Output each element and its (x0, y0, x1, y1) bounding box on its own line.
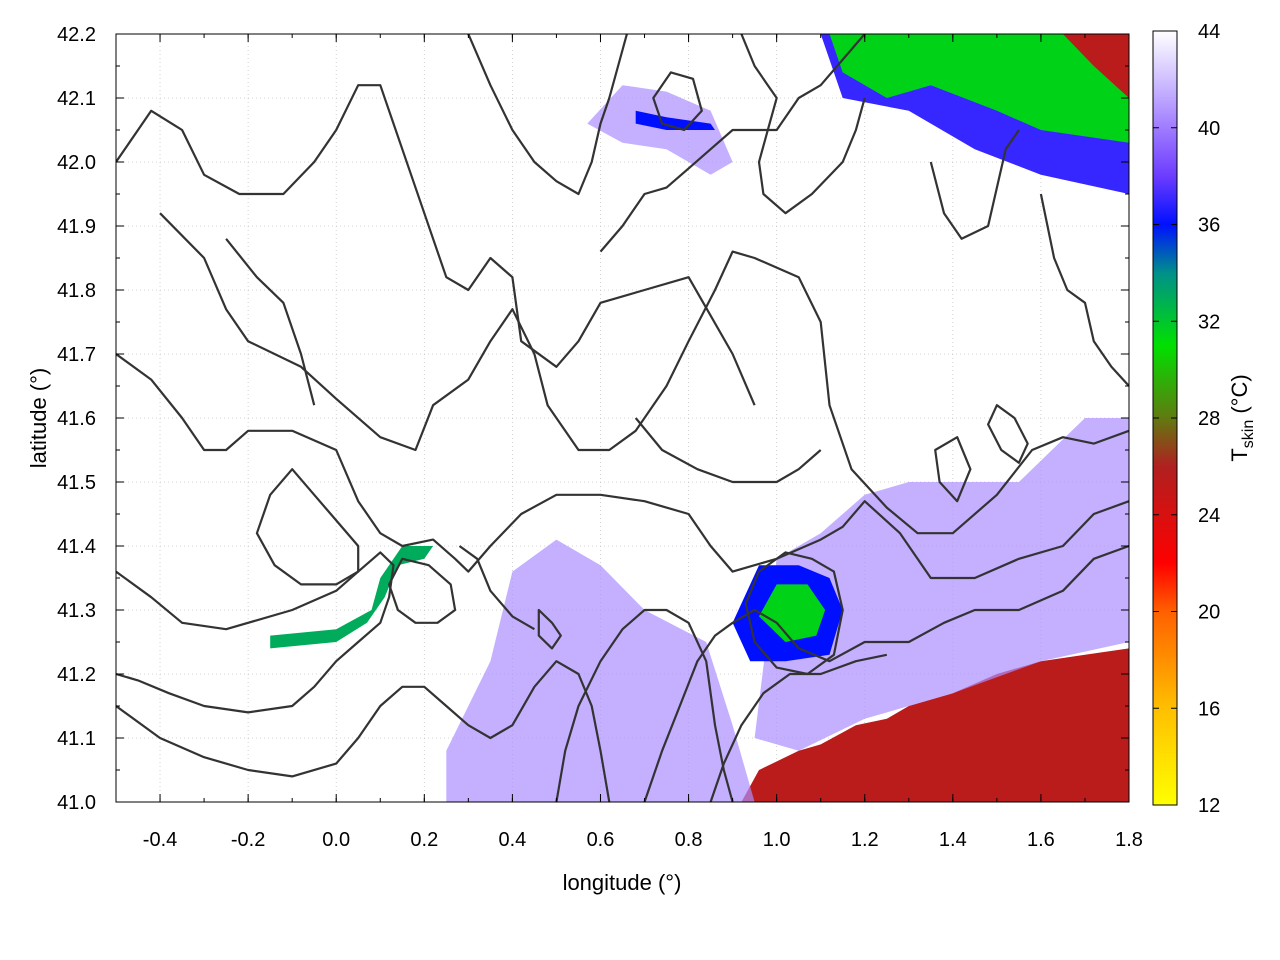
contour-line (643, 544, 1129, 802)
colorbar-tick-label: 40 (1198, 118, 1220, 140)
region-northeast-core (1062, 34, 1129, 98)
region-northeast-hot (829, 34, 1129, 143)
contour-line (116, 660, 611, 802)
contour-loop (934, 436, 972, 503)
region-north-strip (635, 110, 715, 130)
contour-line (116, 84, 756, 406)
colorbar-tick-label: 28 (1198, 408, 1220, 430)
colorbar: 12 16 20 24 28 32 36 40 44 Tskin (°C) (1152, 21, 1257, 817)
y-tick-label: 41.8 (57, 280, 96, 302)
contour-line (634, 417, 822, 484)
temperature-field (270, 34, 1129, 802)
contour-line (159, 212, 1129, 535)
contour-loop (255, 468, 360, 586)
contour-line (458, 545, 535, 631)
region-urban-patch-core (759, 584, 826, 642)
y-tick-label: 41.4 (57, 536, 96, 558)
x-axis-ticks: -0.4 -0.2 0.0 0.2 0.4 0.6 0.8 1.0 1.2 1.4 1.6 1.8 (115, 34, 1143, 851)
colorbar-label-unit: (°C) (1227, 374, 1252, 419)
colorbar-label: Tskin (°C) (1227, 374, 1257, 461)
colorbar-tick-label: 16 (1198, 698, 1220, 720)
contour-line (467, 34, 628, 196)
y-tick-label: 41.9 (57, 216, 96, 238)
y-tick-label: 41.3 (57, 600, 96, 622)
region-coastal-plain (446, 539, 755, 802)
y-tick-label: 42.1 (57, 88, 96, 110)
colorbar-tick-label: 20 (1198, 602, 1220, 624)
contour-line (599, 34, 866, 253)
colorbar-tick-label: 36 (1198, 215, 1220, 237)
y-axis-label: latitude (°) (26, 368, 51, 469)
contour-loop (537, 608, 562, 650)
y-tick-label: 42.2 (57, 24, 96, 46)
x-tick-label: 1.4 (939, 829, 967, 851)
x-axis-label: longitude (°) (563, 870, 682, 895)
contour-line (709, 653, 888, 802)
y-axis-ticks: 41.0 41.1 41.2 41.3 41.4 41.5 41.6 41.7 41.8 41.9… (57, 24, 1129, 814)
x-tick-label: 1.8 (1115, 829, 1143, 851)
contour-line (555, 608, 734, 802)
contour-line (740, 34, 866, 215)
elevation-contours (116, 34, 1129, 802)
region-north-ridge (587, 85, 733, 175)
x-tick-label: 1.0 (763, 829, 791, 851)
contour-line (1039, 193, 1129, 387)
x-tick-label: 0.4 (498, 829, 526, 851)
x-tick-label: -0.2 (231, 829, 265, 851)
colorbar-tick-label: 24 (1198, 505, 1220, 527)
x-tick-label: 0.8 (675, 829, 703, 851)
y-tick-label: 41.5 (57, 472, 96, 494)
region-sea (741, 648, 1129, 802)
x-tick-label: 1.6 (1027, 829, 1055, 851)
colorbar-ticks: 12 16 20 24 28 32 36 40 44 (1153, 21, 1220, 817)
contour-line (116, 353, 1129, 580)
y-tick-label: 41.6 (57, 408, 96, 430)
colorbar-tick-label: 12 (1198, 795, 1220, 817)
y-tick-label: 41.0 (57, 792, 96, 814)
region-eastern-hills (754, 418, 1129, 751)
contour-line (225, 238, 316, 406)
colorbar-tick-label: 44 (1198, 21, 1220, 43)
contour-loop (744, 551, 844, 676)
y-tick-label: 41.2 (57, 664, 96, 686)
x-tick-label: 0.0 (322, 829, 350, 851)
colorbar-tick-label: 32 (1198, 311, 1220, 333)
contour-line (116, 551, 395, 714)
x-tick-label: 0.2 (410, 829, 438, 851)
x-tick-label: -0.4 (143, 829, 177, 851)
contour-loop (388, 557, 457, 624)
colorbar-label-main: T (1227, 448, 1252, 461)
colorbar-label-sub: skin (1240, 420, 1257, 448)
x-tick-label: 0.6 (587, 829, 615, 851)
contour-loop (986, 404, 1029, 464)
x-tick-label: 1.2 (851, 829, 879, 851)
contour-line (929, 129, 1020, 240)
y-tick-label: 41.1 (57, 728, 96, 750)
y-tick-label: 42.0 (57, 152, 96, 174)
y-tick-label: 41.7 (57, 344, 96, 366)
contour-loop (652, 71, 703, 132)
